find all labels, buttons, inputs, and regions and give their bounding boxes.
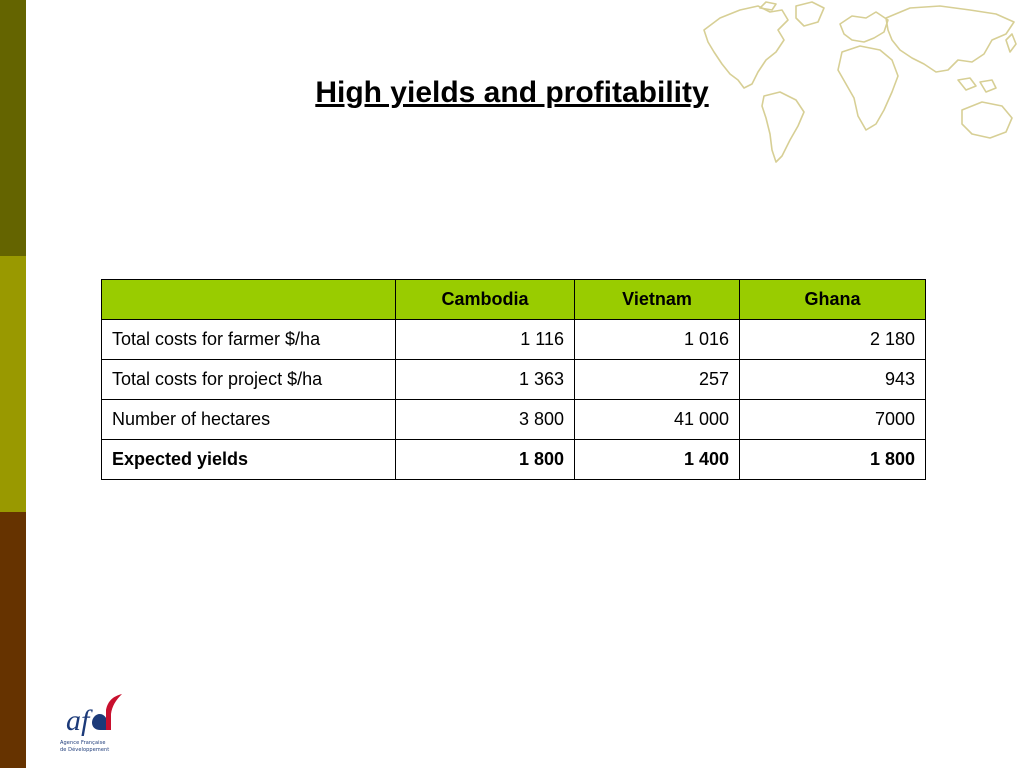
slide-title: High yields and profitability <box>0 76 1024 110</box>
svg-text:af: af <box>66 704 93 736</box>
table-header-vietnam: Vietnam <box>574 279 740 320</box>
table-row: Expected yields 1 800 1 400 1 800 <box>101 439 926 480</box>
table-cell: 1 400 <box>574 439 740 480</box>
table-cell: 1 800 <box>395 439 575 480</box>
row-label: Total costs for farmer $/ha <box>101 319 396 360</box>
table-cell: 1 116 <box>395 319 575 360</box>
table-cell: 2 180 <box>739 319 926 360</box>
afd-logo: af Agence Française de Développement <box>56 690 126 760</box>
color-band-top <box>0 0 26 256</box>
row-label: Expected yields <box>101 439 396 480</box>
table-header-row: Cambodia Vietnam Ghana <box>101 279 926 320</box>
table-cell: 1 016 <box>574 319 740 360</box>
logo-line-2: de Développement <box>60 747 110 753</box>
table-cell: 41 000 <box>574 399 740 440</box>
color-band-middle <box>0 256 26 512</box>
afd-logo-mark: af <box>66 694 122 736</box>
table-cell: 257 <box>574 359 740 400</box>
table-cell: 7000 <box>739 399 926 440</box>
data-table: Cambodia Vietnam Ghana Total costs for f… <box>101 279 926 480</box>
slide-title-text: High yields and profitability <box>315 76 709 109</box>
table-row: Number of hectares 3 800 41 000 7000 <box>101 399 926 440</box>
table-cell: 1 363 <box>395 359 575 400</box>
table-header-cambodia: Cambodia <box>395 279 575 320</box>
table-row: Total costs for project $/ha 1 363 257 9… <box>101 359 926 400</box>
table-cell: 943 <box>739 359 926 400</box>
table-header-ghana: Ghana <box>739 279 926 320</box>
color-band-bottom <box>0 512 26 768</box>
table-row: Total costs for farmer $/ha 1 116 1 016 … <box>101 319 926 360</box>
world-map-icon <box>703 1 1017 163</box>
logo-line-1: Agence Française <box>60 740 106 746</box>
table-cell: 3 800 <box>395 399 575 440</box>
row-label: Number of hectares <box>101 399 396 440</box>
left-color-bar <box>0 0 26 768</box>
row-label: Total costs for project $/ha <box>101 359 396 400</box>
table-header-empty <box>101 279 396 320</box>
table-cell: 1 800 <box>739 439 926 480</box>
